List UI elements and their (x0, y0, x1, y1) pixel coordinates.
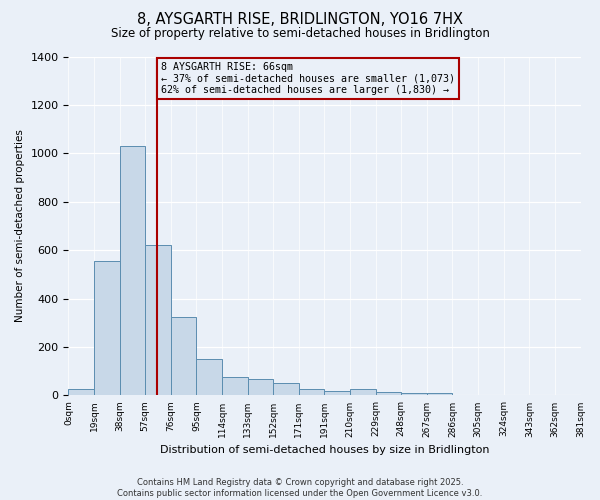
Bar (248, 379, 273, 396)
Text: 8, AYSGARTH RISE, BRIDLINGTON, YO16 7HX: 8, AYSGARTH RISE, BRIDLINGTON, YO16 7HX (137, 12, 463, 28)
Bar (119, 146, 145, 396)
Bar (452, 394, 478, 396)
Bar (401, 393, 427, 396)
Bar (94, 261, 119, 396)
Y-axis label: Number of semi-detached properties: Number of semi-detached properties (15, 130, 25, 322)
Bar (350, 388, 376, 396)
Bar (145, 246, 171, 396)
Bar (196, 359, 222, 396)
Text: 8 AYSGARTH RISE: 66sqm
← 37% of semi-detached houses are smaller (1,073)
62% of : 8 AYSGARTH RISE: 66sqm ← 37% of semi-det… (161, 62, 455, 95)
Bar (376, 392, 401, 396)
Bar (273, 383, 299, 396)
Text: Size of property relative to semi-detached houses in Bridlington: Size of property relative to semi-detach… (110, 28, 490, 40)
Bar (222, 378, 248, 396)
Bar (325, 390, 350, 396)
Bar (427, 394, 452, 396)
Bar (171, 317, 196, 396)
Bar (68, 390, 94, 396)
X-axis label: Distribution of semi-detached houses by size in Bridlington: Distribution of semi-detached houses by … (160, 445, 489, 455)
Bar (299, 390, 325, 396)
Text: Contains HM Land Registry data © Crown copyright and database right 2025.
Contai: Contains HM Land Registry data © Crown c… (118, 478, 482, 498)
